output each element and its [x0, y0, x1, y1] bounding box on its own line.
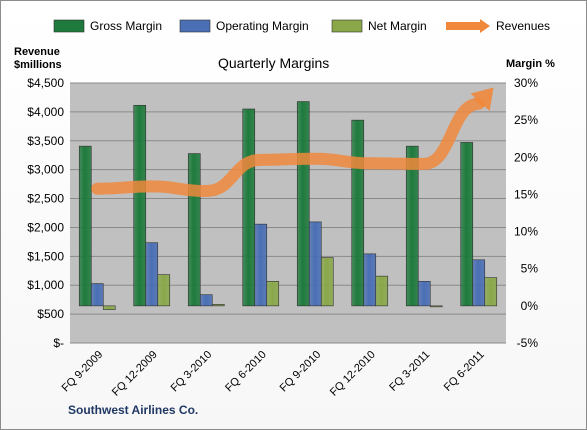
- left-tick-label: $3,000: [27, 163, 64, 177]
- right-tick-label: -5%: [517, 336, 539, 350]
- right-tick-label: 5%: [521, 262, 539, 276]
- revenue-line-layer: [91, 87, 494, 198]
- left-tick-label: $2,500: [27, 192, 64, 206]
- left-axis-ticks: $- $500 $1,000 $1,500 $2,000 $2,500 $3,000 $3,5…: [27, 76, 64, 350]
- left-tick-label: $3,500: [27, 134, 64, 148]
- right-axis-ticks: -5% 0% 5% 10% 15% 20% 25% 30%: [514, 76, 538, 350]
- bar-operating-margin: [199, 294, 213, 307]
- x-tick-label: FQ 12-2010: [328, 349, 378, 399]
- right-tick-label: 10%: [514, 225, 538, 239]
- bar-net-margin: [429, 305, 443, 308]
- legend: Gross Margin Operating Margin Net Margin Re…: [53, 19, 550, 33]
- x-tick-label: FQ 9-2010: [278, 349, 324, 395]
- legend-swatch-arrow: [480, 19, 490, 33]
- bar-net-margin: [157, 274, 171, 307]
- legend-label: Operating Margin: [216, 19, 309, 33]
- bar-operating-margin: [90, 283, 104, 307]
- right-tick-label: 0%: [521, 299, 539, 313]
- left-axis-title-line-1: Revenue: [14, 46, 60, 58]
- legend-label: Revenues: [496, 19, 550, 33]
- left-axis-title: Revenue $millions: [14, 46, 62, 72]
- revenue-arrow-head: [470, 87, 494, 112]
- right-tick-label: 20%: [514, 150, 538, 164]
- legend-swatch-operating-margin: [179, 19, 211, 33]
- legend-swatch-net-margin: [331, 19, 363, 33]
- bar-gross-margin: [405, 145, 419, 307]
- bar-net-margin: [211, 304, 225, 307]
- bar-gross-margin: [296, 101, 310, 307]
- x-tick-label: FQ 3-2010: [169, 349, 215, 395]
- bar-gross-margin: [351, 119, 365, 307]
- right-axis-title: Margin %: [506, 58, 555, 70]
- left-tick-label: $1,000: [27, 278, 64, 292]
- bar-gross-margin: [133, 104, 147, 307]
- left-tick-label: $4,000: [27, 105, 64, 119]
- left-axis-title-line-2: $millions: [14, 59, 62, 71]
- bar-operating-margin: [363, 253, 377, 307]
- right-tick-label: 30%: [514, 76, 538, 90]
- x-tick-label: FQ 12-2009: [110, 349, 160, 399]
- left-tick-label: $4,500: [27, 76, 64, 90]
- left-tick-label: $1,500: [27, 249, 64, 263]
- bar-net-margin: [484, 277, 498, 307]
- bar-net-margin: [102, 305, 116, 310]
- bar-operating-margin: [308, 221, 322, 307]
- x-tick-label: FQ 6-2011: [442, 349, 487, 394]
- bar-gross-margin: [460, 142, 474, 307]
- bar-gross-margin: [242, 108, 256, 307]
- x-tick-label: FQ 9-2009: [60, 349, 106, 395]
- bar-net-margin: [375, 275, 389, 307]
- bar-operating-margin: [254, 223, 268, 307]
- revenue-arrow-shaft: [474, 98, 485, 108]
- legend-label: Gross Margin: [90, 19, 162, 33]
- bar-operating-margin: [145, 242, 159, 307]
- footer-company: Southwest Airlines Co.: [68, 403, 199, 417]
- bar-net-margin: [320, 257, 334, 307]
- bar-operating-margin: [417, 281, 431, 307]
- legend-label: Net Margin: [368, 19, 427, 33]
- x-tick-label: FQ 6-2010: [223, 349, 269, 395]
- bar-net-margin: [266, 281, 280, 307]
- bar-gross-margin: [187, 153, 201, 307]
- revenue-line: [91, 97, 485, 198]
- right-tick-label: 15%: [514, 187, 538, 201]
- bars-layer: [78, 101, 498, 310]
- legend-swatch-gross-margin: [53, 19, 85, 33]
- left-tick-label: $-: [53, 336, 64, 350]
- chart-title: Quarterly Margins: [218, 55, 330, 71]
- bar-operating-margin: [472, 259, 486, 307]
- bar-gross-margin: [78, 145, 92, 307]
- right-tick-label: 25%: [514, 113, 538, 127]
- x-tick-label: FQ 3-2011: [387, 349, 432, 394]
- x-axis-ticks: FQ 9-2009 FQ 12-2009 FQ 3-2010 FQ 6-2010 FQ …: [60, 349, 487, 399]
- left-tick-label: $500: [37, 307, 64, 321]
- left-tick-label: $2,000: [27, 220, 64, 234]
